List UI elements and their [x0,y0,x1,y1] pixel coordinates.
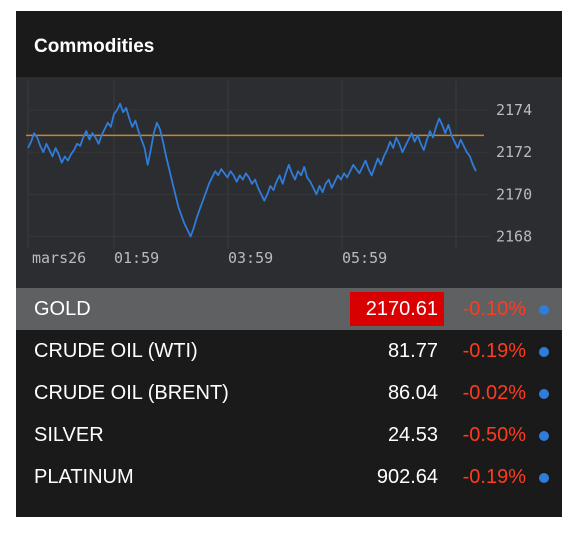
commodity-price: 902.64 [376,466,438,488]
commodity-price: 86.04 [387,382,438,404]
x-axis-labels: mars26 01:59 03:59 05:59 [32,249,387,267]
y-tick-label: 2168 [496,227,532,245]
commodity-name: CRUDE OIL (WTI) [34,340,198,362]
commodity-name: PLATINUM [34,466,134,488]
commodity-price: 2170.61 [365,298,438,320]
x-tick-label: 03:59 [228,249,273,267]
commodity-row-platinum[interactable]: PLATINUM 902.64 -0.19% [16,456,562,498]
commodity-list: GOLD 2170.61 -0.10% CRUDE OIL (WTI) 81.7… [16,288,562,498]
y-tick-label: 2174 [496,101,532,119]
commodity-row-crude-oil-brent[interactable]: CRUDE OIL (BRENT) 86.04 -0.02% [16,372,562,414]
commodity-name: CRUDE OIL (BRENT) [34,382,229,404]
status-dot-icon [539,431,549,441]
status-dot-icon [539,305,549,315]
series-line [27,102,477,238]
commodity-change: -0.02% [462,382,526,404]
chart-grid [27,81,490,249]
commodities-widget: Commodities 2174 2172 2170 2168 mars26 01:59… [16,11,562,517]
commodity-row-crude-oil-wti[interactable]: CRUDE OIL (WTI) 81.77 -0.19% [16,330,562,372]
commodity-row-silver[interactable]: SILVER 24.53 -0.50% [16,414,562,456]
commodity-change: -0.19% [462,340,526,362]
price-highlight [350,292,444,326]
commodity-change: -0.19% [462,466,526,488]
price-chart[interactable]: 2174 2172 2170 2168 mars26 01:59 03:59 05:59 [16,77,562,289]
commodity-change: -0.50% [462,424,526,446]
y-tick-label: 2172 [496,143,532,161]
x-tick-label: 01:59 [114,249,159,267]
status-dot-icon [539,389,549,399]
price-line [27,102,477,238]
commodity-price: 81.77 [387,340,438,362]
widget-header: Commodities [16,11,562,77]
widget-title: Commodities [34,36,155,57]
y-axis-labels: 2174 2172 2170 2168 [496,101,532,245]
commodity-name: GOLD [34,298,91,320]
commodity-change: -0.10% [462,298,526,320]
commodity-name: SILVER [34,424,104,446]
commodity-price: 24.53 [387,424,438,446]
commodity-row-gold[interactable]: GOLD 2170.61 -0.10% [16,288,562,330]
status-dot-icon [539,473,549,483]
x-tick-label: mars26 [32,249,86,267]
x-tick-label: 05:59 [342,249,387,267]
chart-svg: 2174 2172 2170 2168 mars26 01:59 03:59 05:59 [26,81,532,267]
status-dot-icon [539,347,549,357]
y-tick-label: 2170 [496,185,532,203]
